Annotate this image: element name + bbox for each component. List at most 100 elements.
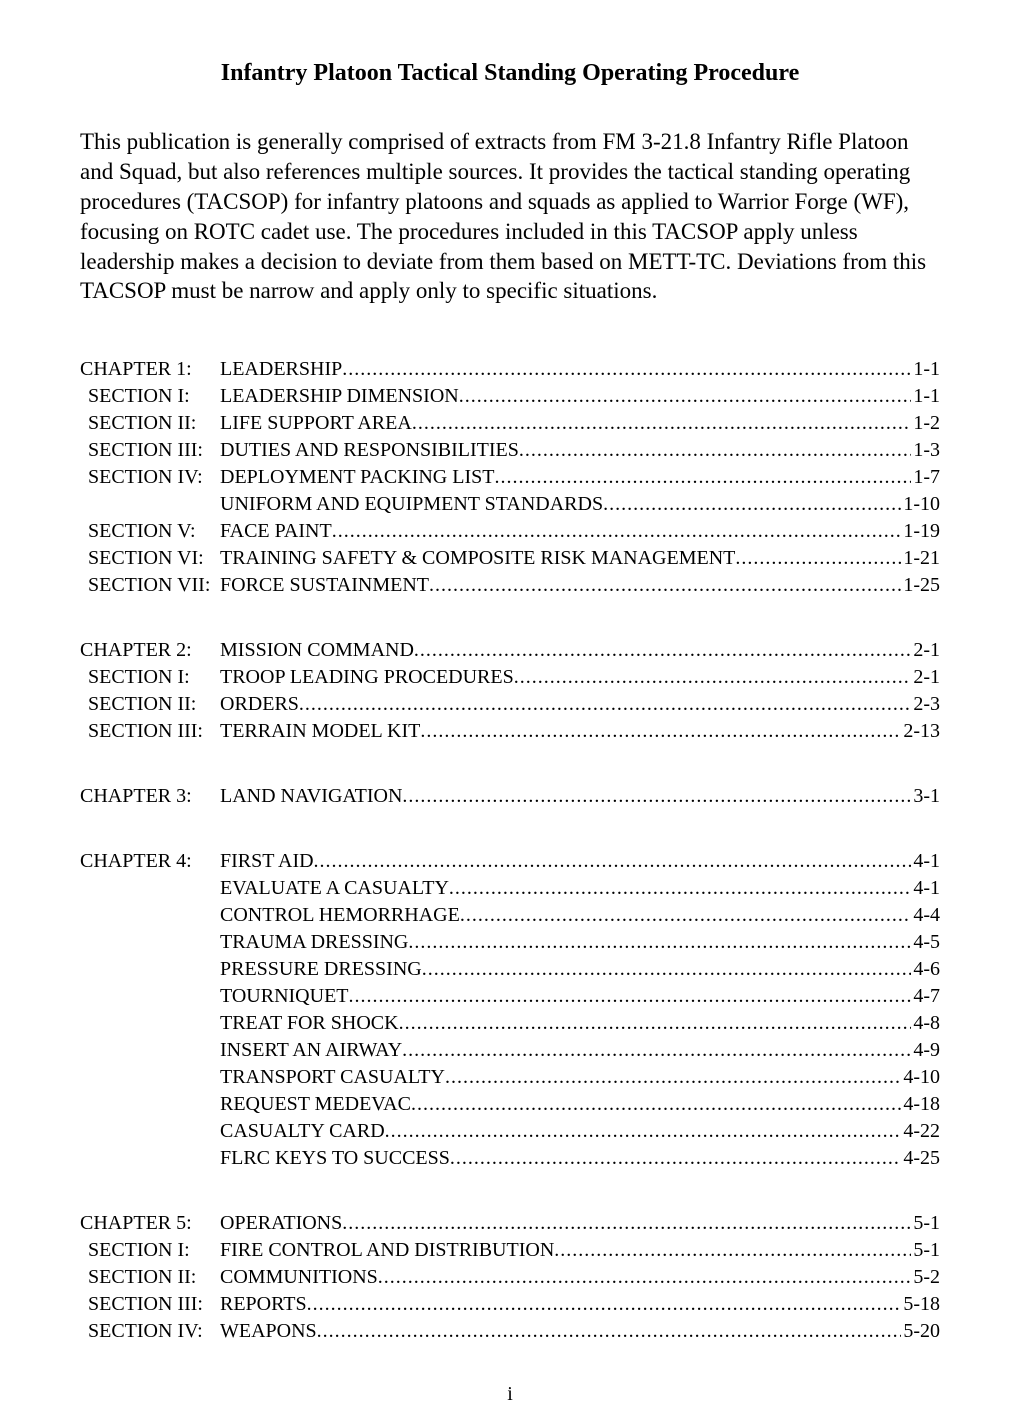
toc-leader: ........................................… — [420, 718, 901, 745]
toc-leader: ........................................… — [450, 1145, 901, 1172]
toc-entry-title: TRANSPORT CASUALTY — [220, 1064, 445, 1091]
toc-entry-title: FACE PAINT — [220, 518, 332, 545]
toc-label: SECTION IV: — [80, 464, 220, 491]
toc-entry-title: LIFE SUPPORT AREA — [220, 410, 412, 437]
toc-row: PLACEHOLDERTRANSPORT CASUALTY...........… — [80, 1064, 940, 1091]
toc-entry-title: CASUALTY CARD — [220, 1118, 385, 1145]
toc-label: CHAPTER 5: — [80, 1210, 220, 1237]
toc-row: SECTION II:LIFE SUPPORT AREA............… — [80, 410, 940, 437]
toc-label: CHAPTER 2: — [80, 637, 220, 664]
toc-page: 5-1 — [911, 1210, 940, 1237]
toc-leader: ........................................… — [429, 572, 901, 599]
toc-group: CHAPTER 1:LEADERSHIP....................… — [80, 356, 940, 599]
toc-row: SECTION V:FACE PAINT....................… — [80, 518, 940, 545]
toc-label: SECTION II: — [80, 1264, 220, 1291]
toc-leader: ........................................… — [412, 410, 912, 437]
toc-entry-title: UNIFORM AND EQUIPMENT STANDARDS — [220, 491, 603, 518]
toc-entry-title: INSERT AN AIRWAY — [220, 1037, 402, 1064]
toc-page: 4-25 — [901, 1145, 940, 1172]
toc-row: PLACEHOLDERREQUEST MEDEVAC..............… — [80, 1091, 940, 1118]
toc-label: CHAPTER 4: — [80, 848, 220, 875]
toc-group: CHAPTER 4:FIRST AID.....................… — [80, 848, 940, 1172]
toc-leader: ........................................… — [317, 1318, 902, 1345]
toc-entry-title: EVALUATE A CASUALTY — [220, 875, 449, 902]
toc-label: SECTION III: — [80, 1291, 220, 1318]
toc-entry-title: COMMUNITIONS — [220, 1264, 378, 1291]
toc-leader: ........................................… — [342, 1210, 911, 1237]
toc-row: SECTION IV:WEAPONS......................… — [80, 1318, 940, 1345]
toc-row: PLACEHOLDERTOURNIQUET...................… — [80, 983, 940, 1010]
toc-row: SECTION I:LEADERSHIP DIMENSION..........… — [80, 383, 940, 410]
toc-group: CHAPTER 3:LAND NAVIGATION...............… — [80, 783, 940, 810]
toc-row: PLACEHOLDERTREAT FOR SHOCK..............… — [80, 1010, 940, 1037]
toc-page: 3-1 — [911, 783, 940, 810]
toc-leader: ........................................… — [735, 545, 901, 572]
toc-row: PLACEHOLDERPRESSURE DRESSING............… — [80, 956, 940, 983]
toc-page: 4-8 — [911, 1010, 940, 1037]
toc-row: PLACEHOLDERCONTROL HEMORRHAGE...........… — [80, 902, 940, 929]
toc-leader: ........................................… — [378, 1264, 912, 1291]
toc-entry-title: FIRST AID — [220, 848, 314, 875]
toc-leader: ........................................… — [402, 1037, 911, 1064]
toc-page: 4-4 — [911, 902, 940, 929]
toc-row: PLACEHOLDERCASUALTY CARD................… — [80, 1118, 940, 1145]
toc-entry-title: LEADERSHIP — [220, 356, 342, 383]
toc-entry-title: ORDERS — [220, 691, 299, 718]
toc-entry-title: REQUEST MEDEVAC — [220, 1091, 411, 1118]
toc-entry-title: CONTROL HEMORRHAGE — [220, 902, 460, 929]
toc-page: 4-5 — [911, 929, 940, 956]
toc-leader: ........................................… — [449, 875, 911, 902]
toc-page: 4-22 — [901, 1118, 940, 1145]
toc-entry-title: TRAINING SAFETY & COMPOSITE RISK MANAGEM… — [220, 545, 735, 572]
toc-leader: ........................................… — [460, 902, 912, 929]
toc-leader: ........................................… — [314, 848, 912, 875]
toc-entry-title: MISSION COMMAND — [220, 637, 414, 664]
toc-entry-title: TROOP LEADING PROCEDURES — [220, 664, 514, 691]
toc-leader: ........................................… — [519, 437, 911, 464]
toc-leader: ........................................… — [494, 464, 911, 491]
toc-entry-title: TRAUMA DRESSING — [220, 929, 408, 956]
toc-group: CHAPTER 2:MISSION COMMAND...............… — [80, 637, 940, 745]
toc-leader: ........................................… — [332, 518, 902, 545]
toc-entry-title: LEADERSHIP DIMENSION — [220, 383, 459, 410]
toc-row: SECTION VII:FORCE SUSTAINMENT...........… — [80, 572, 940, 599]
page-number: i — [80, 1383, 940, 1406]
toc-leader: ........................................… — [349, 983, 912, 1010]
toc-page: 4-10 — [901, 1064, 940, 1091]
toc-label: CHAPTER 3: — [80, 783, 220, 810]
toc-label: SECTION V: — [80, 518, 220, 545]
toc-label: SECTION I: — [80, 1237, 220, 1264]
toc-page: 1-2 — [911, 410, 940, 437]
toc-group: CHAPTER 5:OPERATIONS....................… — [80, 1210, 940, 1345]
toc-row: CHAPTER 2:MISSION COMMAND...............… — [80, 637, 940, 664]
toc-entry-title: OPERATIONS — [220, 1210, 342, 1237]
toc-entry-title: REPORTS — [220, 1291, 307, 1318]
toc-label: SECTION II: — [80, 410, 220, 437]
toc-leader: ........................................… — [554, 1237, 911, 1264]
toc-leader: ........................................… — [603, 491, 901, 518]
toc-row: CHAPTER 5:OPERATIONS....................… — [80, 1210, 940, 1237]
toc-row: PLACEHOLDERTRAUMA DRESSING..............… — [80, 929, 940, 956]
toc-page: 1-3 — [911, 437, 940, 464]
toc-page: 4-9 — [911, 1037, 940, 1064]
toc-entry-title: TERRAIN MODEL KIT — [220, 718, 420, 745]
toc-leader: ........................................… — [422, 956, 912, 983]
toc-row: PLACEHOLDEREVALUATE A CASUALTY..........… — [80, 875, 940, 902]
toc-entry-title: WEAPONS — [220, 1318, 317, 1345]
toc-leader: ........................................… — [414, 637, 911, 664]
toc-row: CHAPTER 3:LAND NAVIGATION...............… — [80, 783, 940, 810]
toc-page: 2-1 — [911, 637, 940, 664]
toc-page: 5-20 — [901, 1318, 940, 1345]
toc-page: 1-25 — [901, 572, 940, 599]
toc-label: SECTION IV: — [80, 1318, 220, 1345]
toc-page: 1-21 — [901, 545, 940, 572]
toc-label: SECTION VII: — [80, 572, 220, 599]
toc-label: SECTION III: — [80, 437, 220, 464]
toc-label: SECTION I: — [80, 664, 220, 691]
intro-paragraph: This publication is generally comprised … — [80, 127, 940, 306]
toc-entry-title: PRESSURE DRESSING — [220, 956, 422, 983]
toc-row: SECTION II:ORDERS.......................… — [80, 691, 940, 718]
toc-leader: ........................................… — [307, 1291, 902, 1318]
toc-row: SECTION II:COMMUNITIONS.................… — [80, 1264, 940, 1291]
document-title: Infantry Platoon Tactical Standing Opera… — [80, 60, 940, 87]
